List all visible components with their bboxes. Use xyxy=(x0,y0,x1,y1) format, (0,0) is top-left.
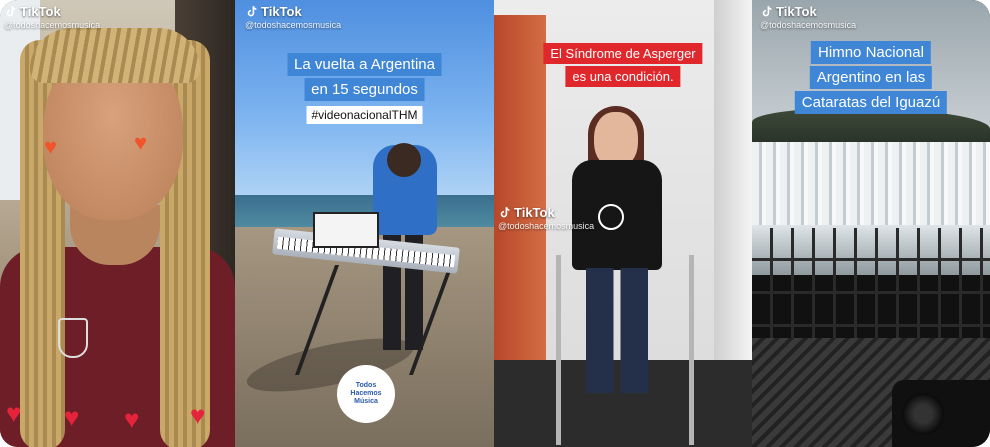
heart-sticker-icon: ♥ xyxy=(64,402,80,432)
shirt-logo xyxy=(598,204,624,230)
railing xyxy=(752,228,990,338)
tiktok-note-icon xyxy=(500,207,510,218)
music-stand xyxy=(313,212,379,248)
tiktok-watermark: TikTok @todoshacemosmusica xyxy=(498,205,594,231)
watermark-brand: TikTok xyxy=(20,4,61,19)
video-thumbnail-4[interactable]: TikTok @todoshacemosmusica Himno Naciona… xyxy=(752,0,990,447)
watermark-handle: @todoshacemosmusica xyxy=(760,20,857,30)
caption-line: Himno Nacional xyxy=(811,41,931,64)
tiktok-note-icon xyxy=(247,6,257,17)
hashtag-badge: #videonacionalTHM xyxy=(306,106,423,124)
tiktok-watermark: TikTok @todoshacemosmusica xyxy=(760,4,856,30)
logo-text: Hacemos xyxy=(350,390,382,397)
door xyxy=(494,15,546,360)
tiktok-note-icon xyxy=(6,6,16,17)
heart-sticker-icon: ♥ xyxy=(190,400,206,430)
video-caption: El Síndrome de Asperger es una condición… xyxy=(543,42,703,88)
shirt-crest xyxy=(58,318,88,358)
tiktok-note-icon xyxy=(762,6,772,17)
girl-head xyxy=(387,143,421,177)
girl-head xyxy=(594,112,638,168)
video-thumbnail-1[interactable]: ♥ ♥ ♥ ♥ ♥ ♥ TikTok @todoshacemosmusica xyxy=(0,0,235,447)
caption-line: Cataratas del Iguazú xyxy=(794,91,948,114)
walker xyxy=(556,255,694,445)
todos-hacemos-musica-logo: Todos Hacemos Música xyxy=(337,365,395,423)
caption-line: Argentino en las xyxy=(809,66,933,89)
watermark-brand: TikTok xyxy=(776,4,817,19)
caption-line: El Síndrome de Asperger xyxy=(543,43,703,64)
heart-sticker-icon: ♥ xyxy=(44,134,58,159)
caption-line: La vuelta a Argentina xyxy=(287,53,442,76)
video-caption: Himno Nacional Argentino en las Catarata… xyxy=(794,40,948,115)
video-thumbnail-2[interactable]: TikTok @todoshacemosmusica La vuelta a A… xyxy=(235,0,494,447)
heart-sticker-icon: ♥ xyxy=(6,398,22,428)
watermark-brand: TikTok xyxy=(514,205,555,220)
caption-line: es una condición. xyxy=(565,66,681,87)
camera-lens xyxy=(902,393,944,435)
girl-legs xyxy=(586,268,648,393)
watermark-handle: @todoshacemosmusica xyxy=(245,20,342,30)
watermark-brand: TikTok xyxy=(261,4,302,19)
video-thumbnail-3[interactable]: El Síndrome de Asperger es una condición… xyxy=(494,0,752,447)
logo-text: Todos xyxy=(355,382,377,389)
watermark-handle: @todoshacemosmusica xyxy=(4,20,101,30)
heart-sticker-icon: ♥ xyxy=(124,404,140,434)
caption-line: en 15 segundos xyxy=(304,78,425,101)
watermark-handle: @todoshacemosmusica xyxy=(498,221,595,231)
logo-text: Música xyxy=(354,398,378,405)
video-caption: La vuelta a Argentina en 15 segundos #vi… xyxy=(287,52,442,124)
tiktok-watermark: TikTok @todoshacemosmusica xyxy=(245,4,341,30)
tiktok-watermark: TikTok @todoshacemosmusica xyxy=(4,4,100,30)
hair-top xyxy=(30,28,200,83)
heart-sticker-icon: ♥ xyxy=(134,130,148,155)
